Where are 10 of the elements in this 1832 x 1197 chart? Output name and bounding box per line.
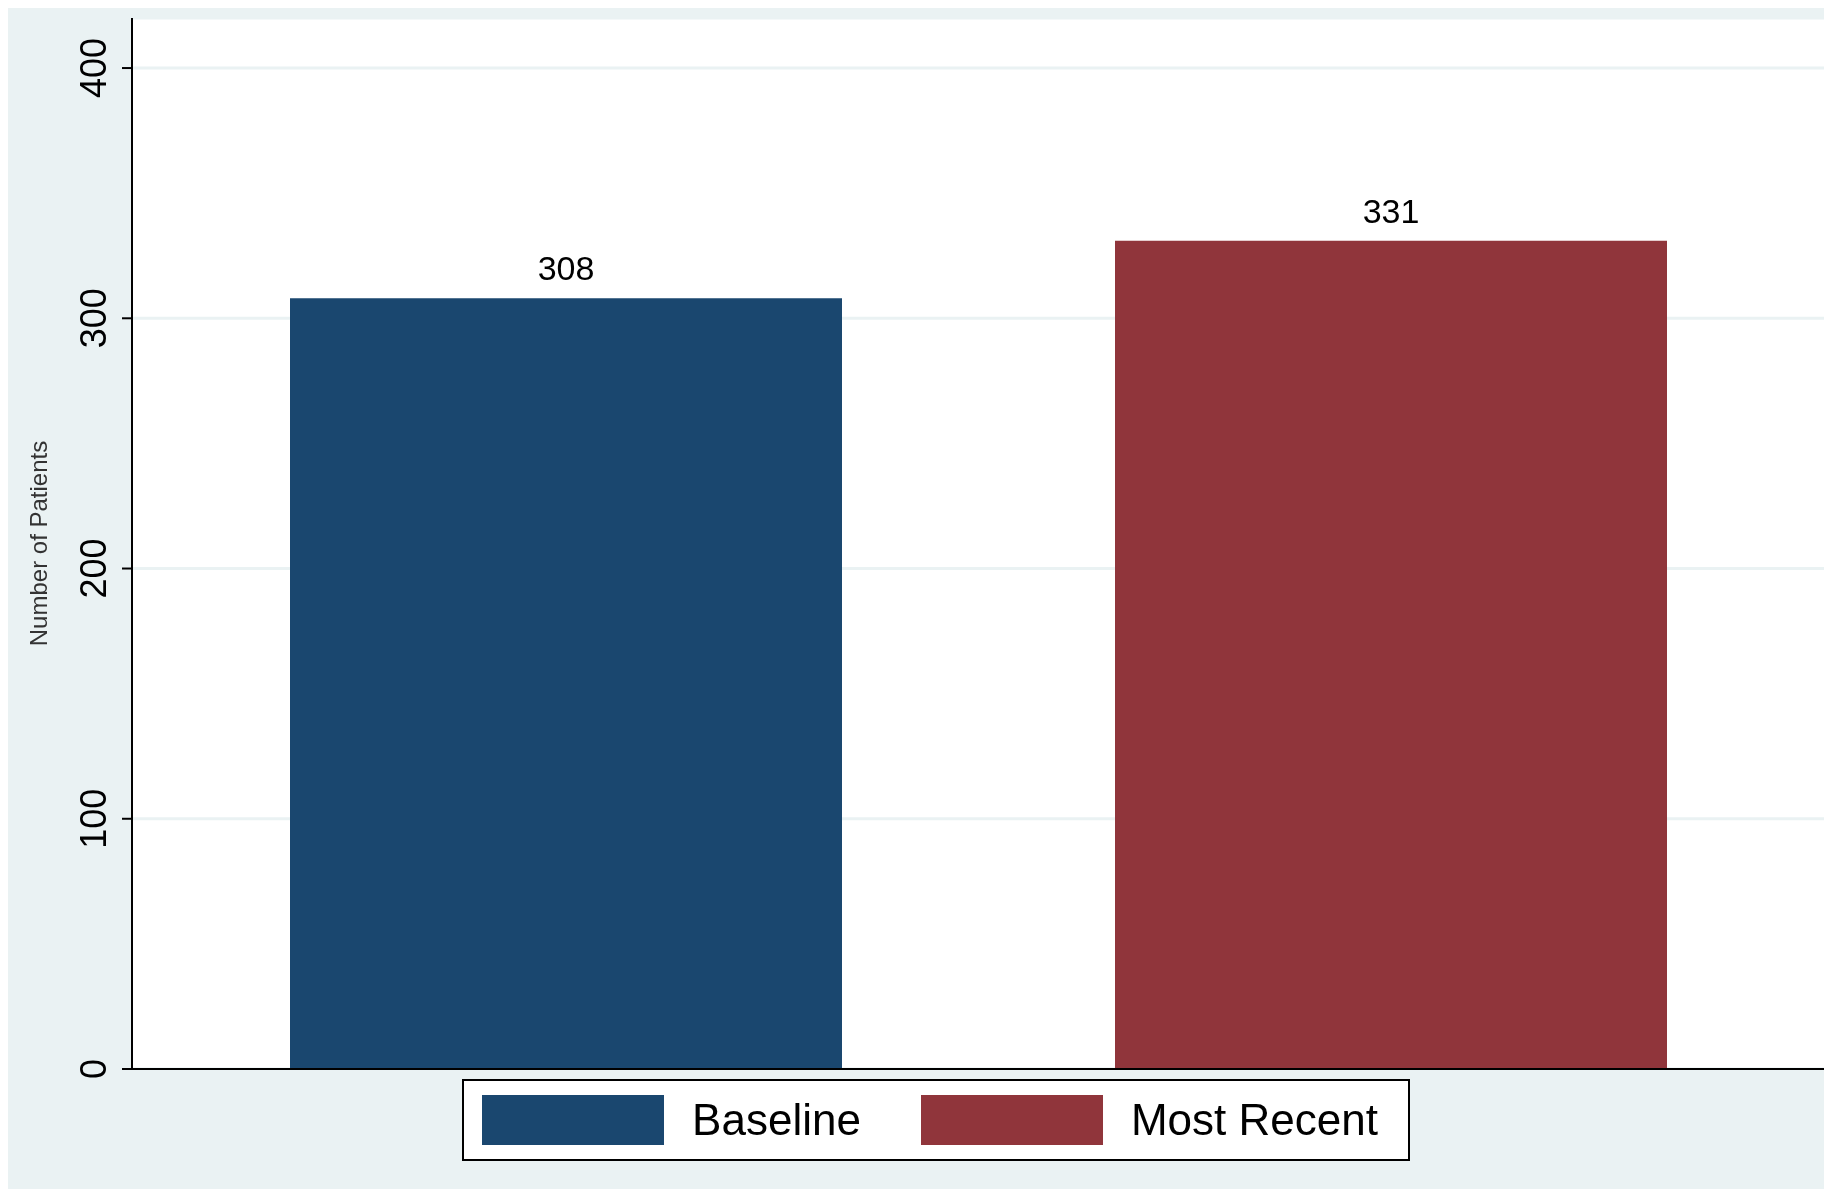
y-tick-label: 400 [73, 38, 114, 99]
y-tick-label: 300 [73, 288, 114, 349]
data-label: 308 [537, 249, 595, 288]
y-tick-label: 200 [73, 538, 114, 599]
data-label: 331 [1362, 191, 1420, 230]
y-tick-label: 0 [73, 1058, 114, 1080]
legend-label: Most Recent [1130, 1095, 1378, 1145]
y-tick-label: 100 [73, 788, 114, 849]
legend-label: Baseline [692, 1095, 861, 1145]
y-axis-title: Number of Patients [24, 440, 52, 647]
